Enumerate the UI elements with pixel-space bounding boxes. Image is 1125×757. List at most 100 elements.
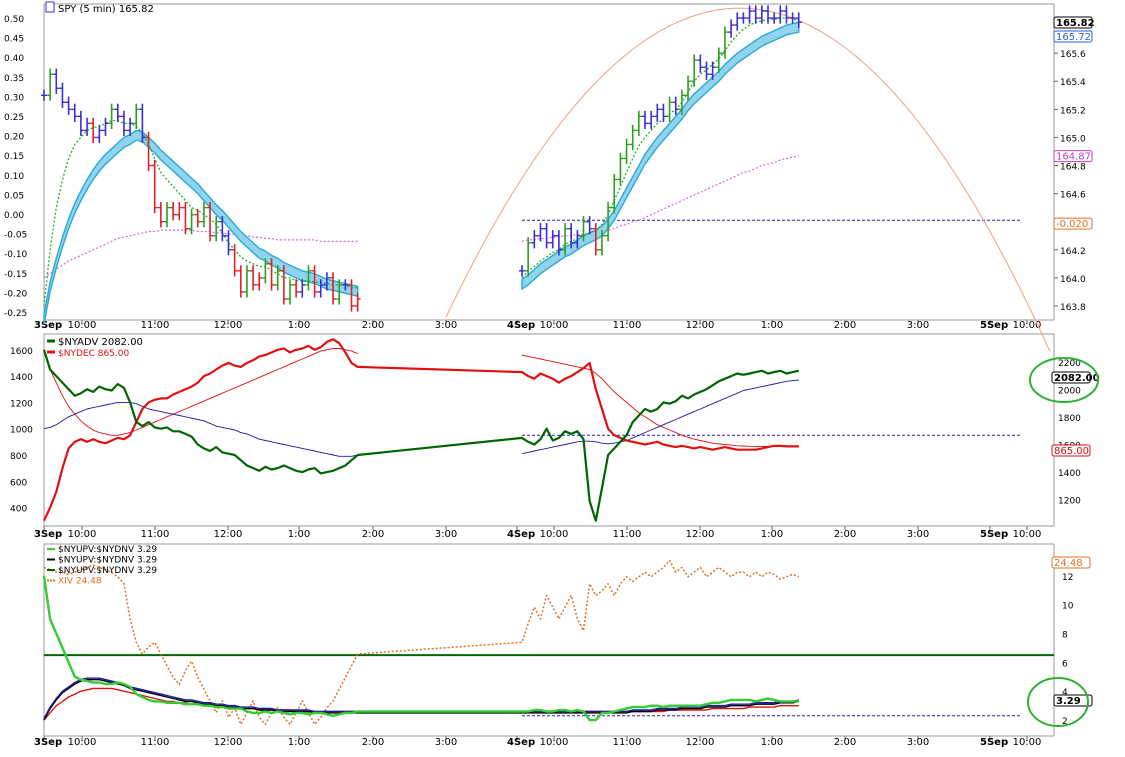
ratio-navy-line: [43, 677, 799, 719]
time-label: 10:00: [68, 529, 97, 540]
ohlc-bar: [336, 279, 343, 305]
legend-ratio: XIV 24.48: [58, 577, 102, 587]
time-label: 1:00: [288, 320, 310, 331]
ohlc-bar: [41, 89, 47, 101]
title-glyph-icon: [45, 1, 55, 13]
left-tick-label: -0.10: [4, 250, 28, 260]
left-tick-label: -0.20: [4, 289, 28, 299]
left-tick-label: 600: [10, 478, 27, 488]
left-tick-label: 0.00: [4, 211, 24, 221]
ratio-green-line: [42, 575, 799, 722]
ohlc-bar: [531, 230, 538, 249]
ohlc-bar: [648, 110, 655, 129]
price-panel-frame: [43, 3, 1055, 321]
right-tick-label: 164.2: [1060, 247, 1086, 257]
nyadv-line: [42, 349, 800, 522]
ohlc-bar: [280, 265, 287, 305]
ohlc-bar: [562, 223, 569, 256]
ohlc-bar: [293, 279, 300, 298]
ohlc-bar: [133, 103, 140, 129]
right-tick-label: 1200: [1058, 497, 1081, 507]
ohlc-bar: [703, 61, 710, 80]
left-tick-label: 0.50: [4, 15, 24, 25]
ohlc-bar: [274, 265, 281, 291]
nyadv-average-line: [43, 401, 358, 457]
ohlc-bar: [654, 103, 661, 122]
time-label: 11:00: [141, 320, 170, 331]
time-label: 10:00: [1013, 529, 1042, 540]
ohlc-bar: [783, 5, 790, 24]
change-badge-box: [1053, 217, 1093, 230]
left-tick-label: 0.40: [4, 54, 24, 64]
right-tick-label: 10: [1062, 602, 1074, 612]
ohlc-bar: [287, 279, 293, 305]
last-price-badge-box: [1053, 16, 1093, 29]
ohlc-bar: [555, 230, 562, 256]
right-tick-label: 165.2: [1060, 106, 1086, 116]
ohlc-bar: [519, 265, 525, 277]
left-tick-label: 1200: [10, 399, 33, 409]
time-label: 10:00: [540, 320, 569, 331]
ohlc-bar: [225, 230, 232, 256]
ohlc-bar: [611, 173, 618, 214]
time-label: 10:00: [540, 737, 569, 748]
ohlc-bar: [194, 209, 201, 228]
slow-ma-line: [43, 229, 358, 279]
time-label: 10:00: [68, 320, 97, 331]
ohlc-bar: [709, 61, 716, 80]
left-tick-label: 0.15: [4, 152, 24, 162]
ohlc-bar: [342, 279, 349, 291]
ohlc-bar: [219, 216, 226, 242]
right-tick-label: 165.4: [1060, 78, 1086, 88]
ohlc-bar: [127, 117, 134, 137]
right-tick-label: 165.0: [1060, 134, 1086, 144]
ohlc-bar: [537, 223, 544, 242]
ohlc-bar: [90, 117, 97, 144]
ohlc-bar: [746, 5, 753, 24]
ohlc-bar: [200, 202, 207, 228]
ohlc-bar: [120, 110, 127, 137]
ohlc-bar: [586, 216, 593, 235]
right-tick-label: 2000: [1058, 387, 1081, 397]
nyadv-badge-box: [1051, 371, 1091, 384]
ohlc-bar: [139, 103, 146, 144]
ohlc-bar: [543, 223, 550, 249]
ohlc-bar: [157, 202, 164, 228]
time-label: 3Sep: [34, 737, 62, 748]
nyadv-badge-label: 2082.00: [1054, 373, 1100, 384]
last-price-badge: 165.82: [1053, 16, 1095, 29]
right-tick-label: 8: [1062, 631, 1068, 641]
ema-channel: [521, 21, 800, 291]
xiv-badge-label: 24.48: [1054, 558, 1083, 569]
ohlc-bar: [237, 265, 244, 298]
ohlc-bar: [685, 75, 692, 101]
left-tick-label: 400: [10, 505, 27, 515]
nyadv-badge: 2082.00: [1051, 371, 1100, 384]
fast-ema-line: [521, 17, 800, 279]
right-tick-label: 12: [1062, 573, 1073, 583]
ohlc-bar: [635, 110, 642, 137]
time-label: 12:00: [686, 737, 715, 748]
ohlc-bar: [231, 244, 238, 277]
ohlc-bar: [299, 279, 306, 298]
left-tick-label: 1600: [10, 347, 33, 357]
ohlc-bar: [96, 124, 103, 144]
change-badge-label: -0.020: [1056, 219, 1088, 230]
ohlc-bar: [629, 124, 636, 151]
ohlc-bar: [256, 272, 263, 291]
ohlc-bar: [354, 293, 361, 312]
right-tick-label: 2200: [1058, 359, 1081, 369]
right-tick-label: 164.0: [1060, 275, 1086, 285]
time-label: 5Sep: [980, 737, 1008, 748]
ohlc-bar: [721, 26, 728, 59]
ohlc-bar: [330, 272, 337, 305]
chart-title: SPY (5 min) 165.82: [58, 4, 154, 15]
legend-ratio: $NYUPV:$NYDNV 3.29: [58, 566, 157, 576]
highlight-circle: [1027, 677, 1089, 727]
ratio-panel-frame: [43, 543, 1055, 737]
time-label: 12:00: [214, 737, 243, 748]
ohlc-bar: [250, 265, 257, 291]
xiv-line: [43, 559, 800, 726]
time-label: 3:00: [907, 737, 929, 748]
right-tick-label: 1400: [1058, 469, 1081, 479]
